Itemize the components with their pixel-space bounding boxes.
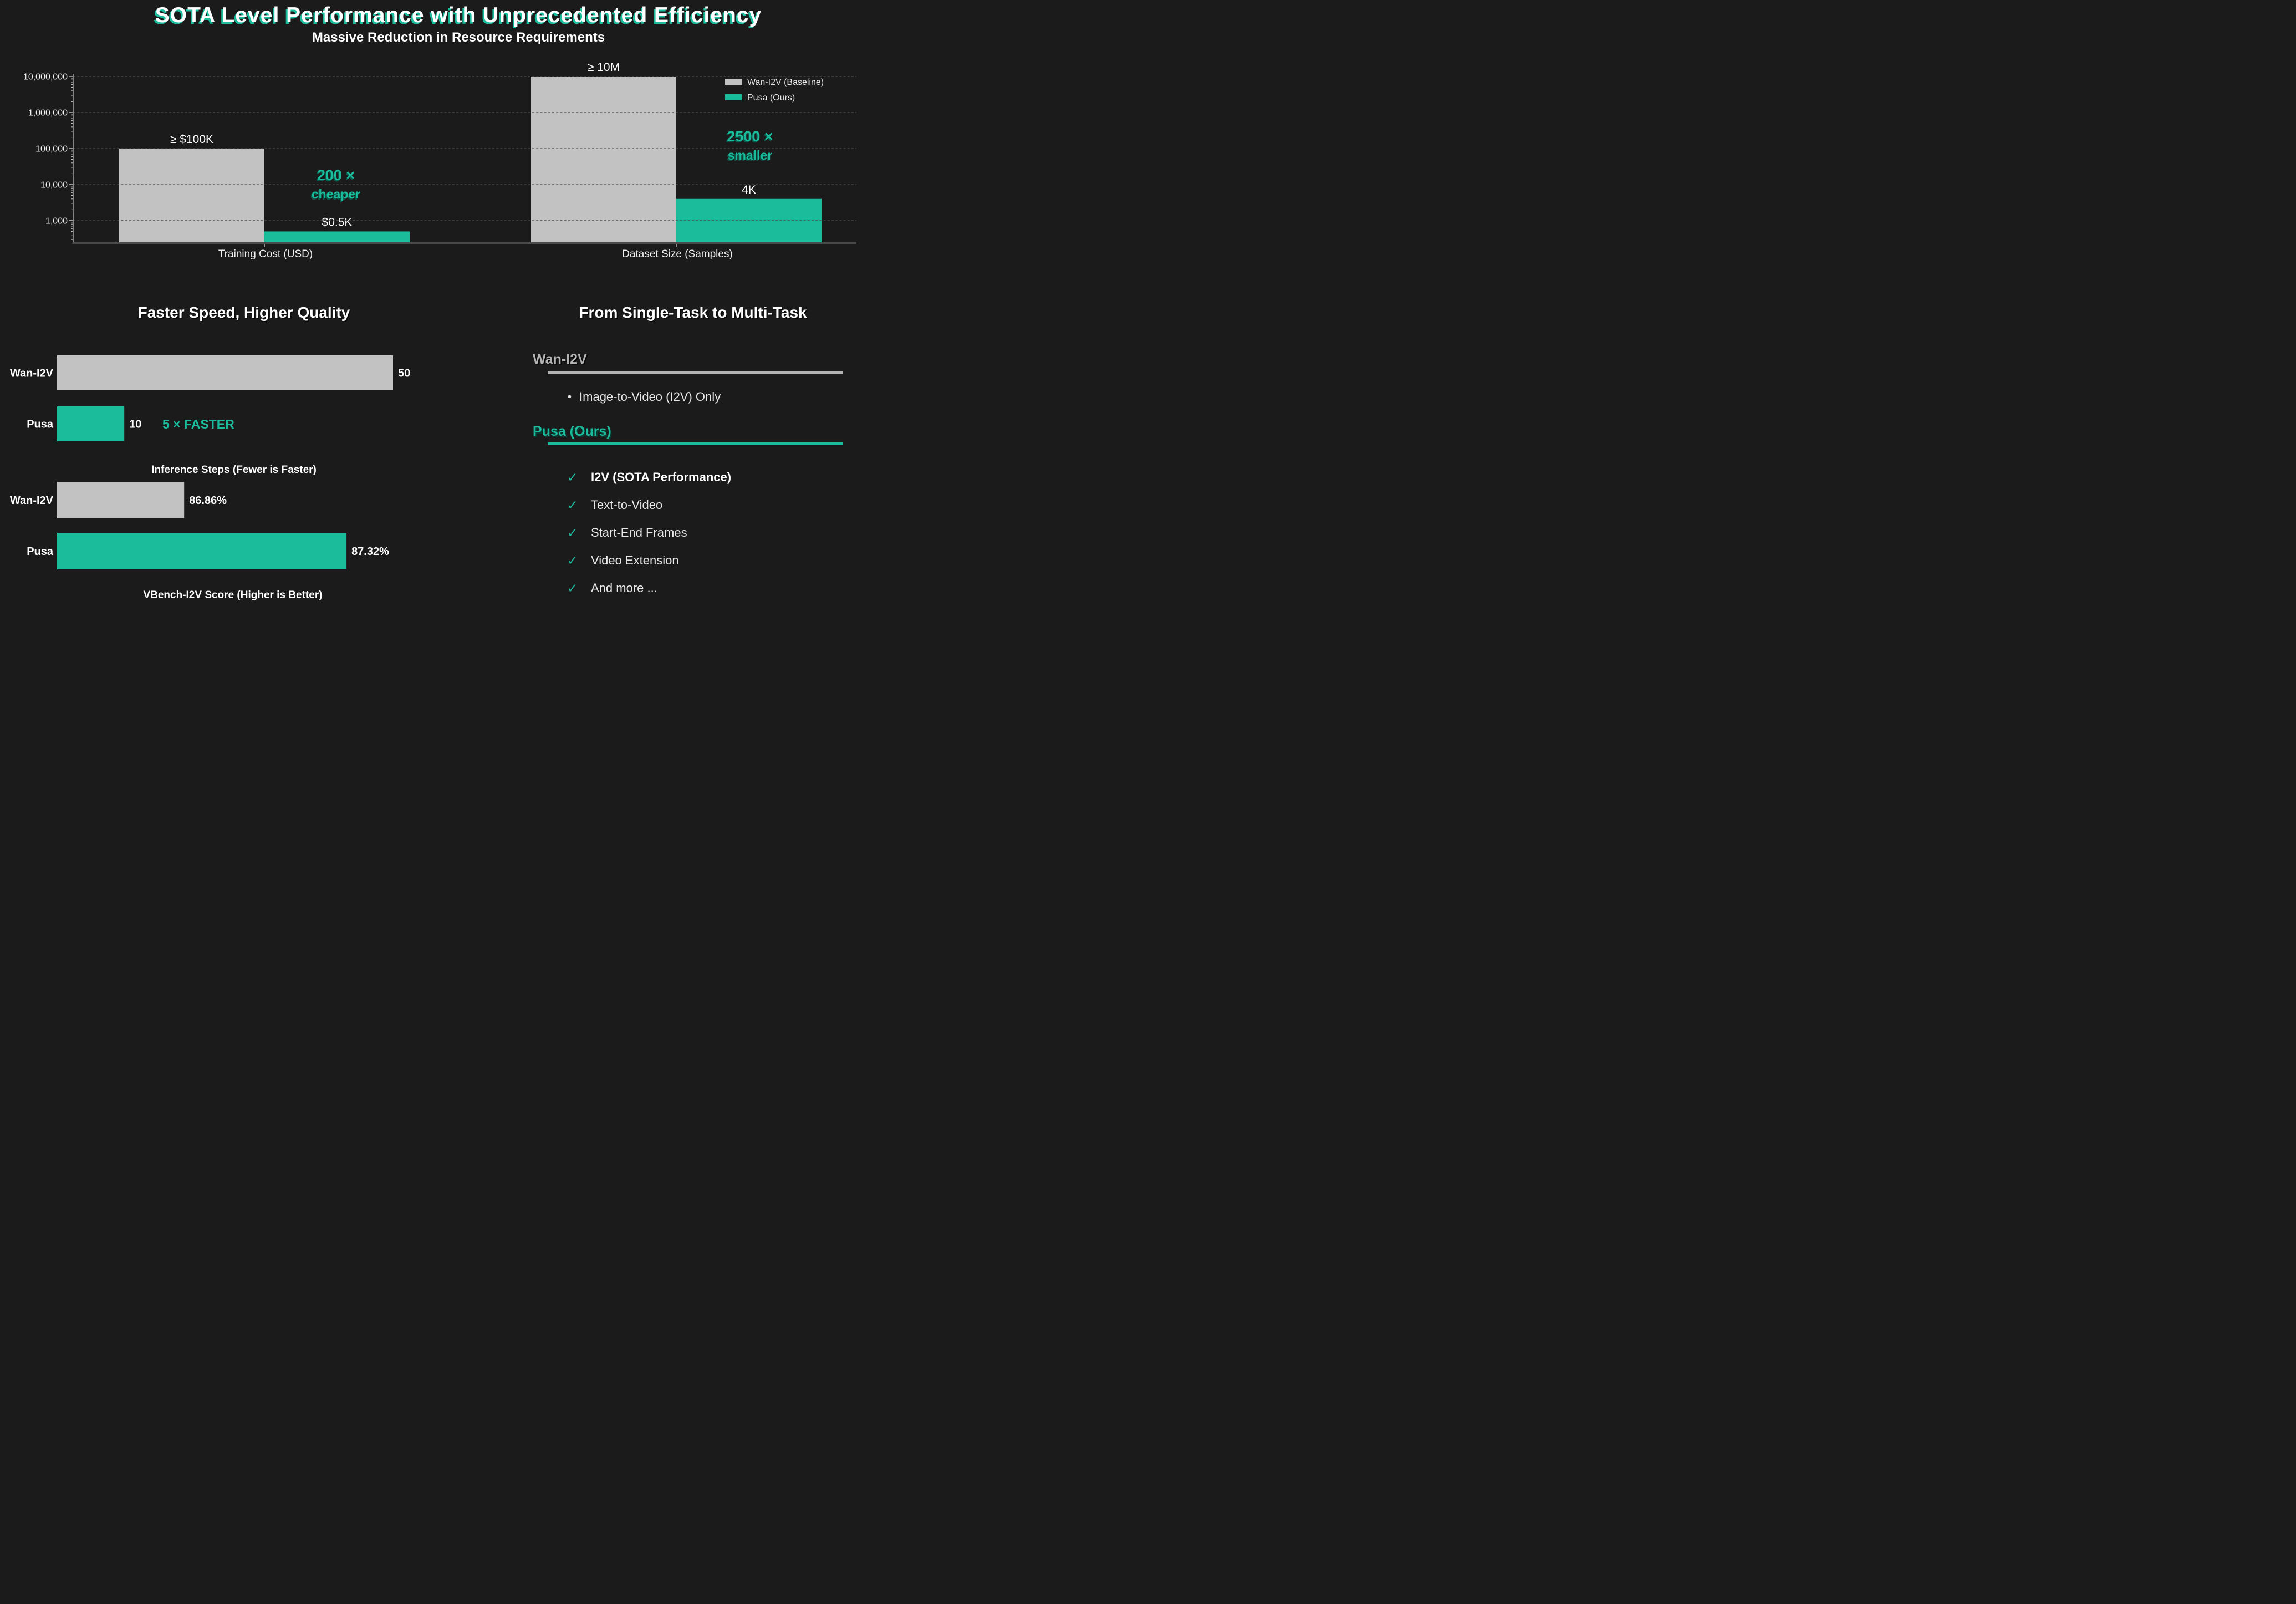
value-label: 10 bbox=[129, 419, 141, 431]
header: SOTA Level Performance with Unprecedente… bbox=[61, 3, 856, 45]
bullet-icon: • bbox=[568, 390, 572, 403]
subtitle: Massive Reduction in Resource Requiremen… bbox=[312, 30, 605, 45]
feature-text: Video Extension bbox=[591, 553, 679, 567]
hbar-wan-i2v bbox=[57, 482, 185, 518]
feature-text: I2V (SOTA Performance) bbox=[591, 470, 732, 484]
annotation: cheaper bbox=[312, 187, 360, 201]
value-label: 86.86% bbox=[189, 495, 227, 507]
bar-value-label: $0.5K bbox=[322, 216, 353, 228]
y-tick-label: 10,000 bbox=[40, 180, 68, 190]
annotation-shadow: cheaper bbox=[310, 188, 359, 202]
row-label: Pusa bbox=[27, 546, 54, 558]
wan-bullet-text: Image-to-Video (I2V) Only bbox=[579, 390, 721, 404]
annotation-shadow: smaller bbox=[727, 149, 772, 164]
hbar-pusa bbox=[57, 533, 347, 569]
bar-value-label: 4K bbox=[742, 184, 756, 196]
annotation-shadow: 200 × bbox=[316, 168, 354, 185]
feature-text: And more ... bbox=[591, 581, 657, 595]
list-item: ✓ Text-to-Video bbox=[567, 491, 855, 519]
speed-annotation: 5 × FASTER bbox=[162, 417, 234, 431]
x-axis-label: Dataset Size (Samples) bbox=[622, 248, 733, 260]
legend-swatch bbox=[725, 79, 742, 85]
hbar-pusa bbox=[57, 406, 125, 441]
wan-i2v-heading: Wan-I2V bbox=[533, 352, 587, 367]
check-icon: ✓ bbox=[567, 470, 578, 485]
legend-label: Wan-I2V (Baseline) bbox=[747, 78, 824, 87]
annotation: smaller bbox=[728, 148, 773, 162]
wan-bullet-item: • Image-to-Video (I2V) Only bbox=[568, 390, 721, 404]
bar-pusa-ours--0 bbox=[264, 231, 410, 242]
bar-wan-i2v-baseline--0 bbox=[119, 148, 264, 242]
check-icon: ✓ bbox=[567, 525, 578, 540]
row-label: Wan-I2V bbox=[10, 368, 54, 380]
main-title: SOTA Level Performance with Unprecedente… bbox=[155, 3, 762, 27]
y-tick-label: 100,000 bbox=[35, 144, 68, 154]
bar-wan-i2v-baseline--1 bbox=[531, 77, 676, 242]
check-icon: ✓ bbox=[567, 581, 578, 595]
x-axis-label: Training Cost (USD) bbox=[218, 248, 313, 260]
feature-text: Start-End Frames bbox=[591, 526, 687, 539]
bar-value-label: ≥ $100K bbox=[170, 133, 213, 146]
annotation: 2500 × bbox=[727, 128, 773, 145]
list-item: ✓ I2V (SOTA Performance) bbox=[567, 464, 855, 491]
legend-label: Pusa (Ours) bbox=[747, 93, 795, 103]
list-item: ✓ Video Extension bbox=[567, 547, 855, 574]
y-tick-label: 1,000,000 bbox=[28, 108, 68, 118]
right-section-title: From Single-Task to Multi-Task bbox=[579, 304, 807, 321]
pusa-underline bbox=[548, 442, 843, 445]
charts-svg: ≥ $100K ≥ 10M $0.5K 4K 1,000 10,000 100,000 1,0… bbox=[10, 61, 856, 601]
annotation-shadow: 2500 × bbox=[726, 129, 772, 146]
legend-swatch bbox=[725, 94, 742, 100]
infographic-canvas: ≥ $100K ≥ 10M $0.5K 4K 1,000 10,000 100,000 1,0… bbox=[0, 0, 861, 602]
pusa-feature-list: ✓ I2V (SOTA Performance) ✓ Text-to-Video… bbox=[567, 464, 855, 602]
pusa-heading: Pusa (Ours) bbox=[533, 424, 611, 439]
bar-value-label: ≥ 10M bbox=[588, 61, 620, 74]
feature-text: Text-to-Video bbox=[591, 498, 663, 512]
annotation: 200 × bbox=[317, 167, 355, 184]
left-section-title: Faster Speed, Higher Quality bbox=[137, 304, 350, 321]
value-label: 50 bbox=[398, 368, 410, 380]
list-item: ✓ Start-End Frames bbox=[567, 519, 855, 547]
row-label: Pusa bbox=[27, 419, 54, 431]
hbar-wan-i2v bbox=[57, 355, 393, 390]
check-icon: ✓ bbox=[567, 553, 578, 568]
check-icon: ✓ bbox=[567, 497, 578, 512]
value-label: 87.32% bbox=[351, 546, 389, 558]
chart-caption: VBench-I2V Score (Higher is Better) bbox=[143, 589, 322, 601]
list-item: ✓ And more ... bbox=[567, 574, 855, 602]
chart-caption: Inference Steps (Fewer is Faster) bbox=[151, 464, 317, 476]
y-tick-label: 10,000,000 bbox=[23, 73, 68, 82]
row-label: Wan-I2V bbox=[10, 495, 54, 507]
y-tick-label: 1,000 bbox=[45, 216, 68, 226]
wan-underline bbox=[548, 371, 843, 374]
